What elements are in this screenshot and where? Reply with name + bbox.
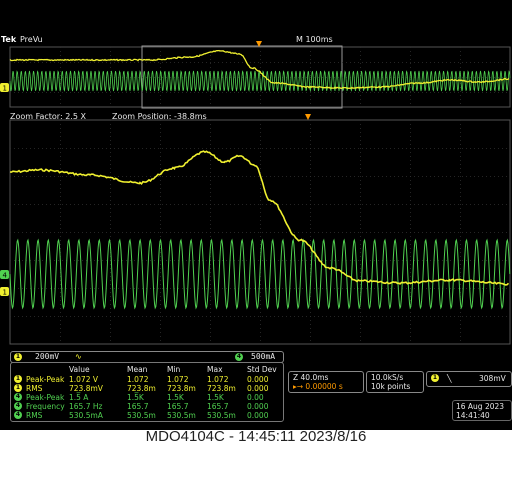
measurement-value: 723.8mV <box>69 384 103 393</box>
channel-4-scale: 500mA <box>251 352 276 361</box>
status-bar: Tek PreVu M 100ms <box>0 34 512 47</box>
trigger-level: 308mV <box>479 374 506 383</box>
measurement-min: 530.5m <box>167 411 196 420</box>
measurement-channel-badge: 4 <box>14 402 22 410</box>
measurement-channel-badge: 1 <box>14 384 22 392</box>
measurement-channel-badge: 4 <box>14 411 22 419</box>
brand-logo: Tek <box>1 35 17 44</box>
measurement-table[interactable]: Value Mean Min Max Std Dev 1 Peak-Peak 1… <box>10 362 284 422</box>
measurement-row[interactable]: 4 Peak-Peak 1.5̅ A 1.5̅K 1.5K 1.5K 0.00 <box>11 393 283 402</box>
zoom-position: Zoom Position: -38.8ms <box>112 112 207 121</box>
trigger-readout[interactable]: 1 ╲ 308mV <box>426 371 512 387</box>
measurement-name: RMS <box>26 411 43 420</box>
measurement-min: 165.7 <box>167 402 189 411</box>
date: 16 Aug 2023 <box>456 402 505 411</box>
main-timebase: M 100ms <box>296 35 333 44</box>
measurement-min: 1.5K <box>167 393 184 402</box>
measurement-std: 0.000 <box>247 384 269 393</box>
trigger-channel-badge: 1 <box>431 374 439 382</box>
measurement-max: 165.7 <box>207 402 229 411</box>
channel-4-ground-marker: 4 <box>0 270 9 280</box>
measurement-mean: 530.5m <box>127 411 156 420</box>
channel-4-badge: 4 <box>235 353 243 361</box>
overview-ch4-trace <box>9 70 511 92</box>
channel-1-ground-marker: 1 <box>0 83 9 93</box>
zoom-factor: Zoom Factor: 2.5 X <box>10 112 86 121</box>
overview-ch1-trace <box>9 49 510 90</box>
measurement-row[interactable]: 1 Peak-Peak 1.072 V 1.072 1.072 1.072 0.… <box>11 375 283 384</box>
header-min: Min <box>167 365 181 374</box>
measurement-mean: 165.7 <box>127 402 149 411</box>
measurement-value: 165.7 Hz <box>69 402 103 411</box>
measurement-row[interactable]: 4 RMS 530.5mA 530.5m 530.5m 530.5m 0.000 <box>11 411 283 420</box>
measurement-mean: 1.5̅K <box>127 393 144 402</box>
measurement-name: Peak-Peak <box>26 393 65 402</box>
measurement-min: 723.8m <box>167 384 196 393</box>
date-time-readout: 16 Aug 2023 14:41:40 <box>452 400 512 421</box>
svg-text:1: 1 <box>3 85 7 93</box>
measurement-header-row: Value Mean Min Max Std Dev <box>11 365 283 374</box>
measurement-std: 0.000 <box>247 411 269 420</box>
measurement-channel-badge: 1 <box>14 375 22 383</box>
zoom-scale: Z 40.0ms <box>293 373 329 382</box>
waveform-display: 1 4 1 <box>0 41 511 345</box>
measurement-mean: 1.072 <box>127 375 149 384</box>
measurement-std: 0.000 <box>247 402 269 411</box>
measurement-max: 1.5K <box>207 393 224 402</box>
channel-1-zoom-marker: 1 <box>0 287 9 297</box>
header-std-dev: Std Dev <box>247 365 277 374</box>
time: 14:41:40 <box>456 411 490 420</box>
measurement-row[interactable]: 4 Frequency 165.7 Hz 165.7 165.7 165.7 0… <box>11 402 283 411</box>
trigger-position-marker <box>256 41 311 120</box>
zoom-ch4-trace <box>9 238 511 310</box>
measurement-value: 1.072 V <box>69 375 98 384</box>
measurement-name: RMS <box>26 384 43 393</box>
photo-caption: MDO4104C - 14:45:11 2023/8/16 <box>145 428 367 445</box>
measurement-name: Peak-Peak <box>26 375 65 384</box>
measurement-min: 1.072 <box>167 375 189 384</box>
channel-1-badge: 1 <box>14 353 22 361</box>
header-max: Max <box>207 365 223 374</box>
measurement-value: 530.5mA <box>69 411 103 420</box>
header-mean: Mean <box>127 365 148 374</box>
header-value: Value <box>69 365 90 374</box>
measurement-max: 723.8m <box>207 384 236 393</box>
measurement-value: 1.5̅ A <box>69 393 89 402</box>
measurement-mean: 723.8m <box>127 384 156 393</box>
acquisition-mode: PreVu <box>20 35 43 44</box>
bandwidth-icon: ∿ <box>75 352 82 361</box>
channel-1-scale: 200mV <box>35 352 60 361</box>
measurement-std: 0.00 <box>247 393 264 402</box>
zoom-ch1-trace <box>9 150 510 286</box>
measurement-max: 530.5m <box>207 411 236 420</box>
measurement-std: 0.000 <box>247 375 269 384</box>
svg-text:1: 1 <box>3 289 7 297</box>
timebase-readout[interactable]: Z 40.0ms ▸→ 0.00000 s <box>288 371 364 393</box>
measurement-max: 1.072 <box>207 375 229 384</box>
measurement-name: Frequency <box>26 402 65 411</box>
horizontal-position: ▸→ 0.00000 s <box>293 382 343 391</box>
measurement-channel-badge: 4 <box>14 393 22 401</box>
trigger-slope-icon: ╲ <box>447 374 452 383</box>
oscilloscope-screen: Tek PreVu M 100ms 1 4 1 Zo <box>0 0 512 430</box>
measurement-row[interactable]: 1 RMS 723.8mV 723.8m 723.8m 723.8m 0.000 <box>11 384 283 393</box>
record-length: 10k points <box>371 382 411 391</box>
svg-text:4: 4 <box>3 272 8 280</box>
zoom-grid <box>10 120 507 341</box>
sample-rate: 10.0kS/s <box>371 373 404 382</box>
sampling-readout[interactable]: 10.0kS/s 10k points <box>366 371 424 393</box>
